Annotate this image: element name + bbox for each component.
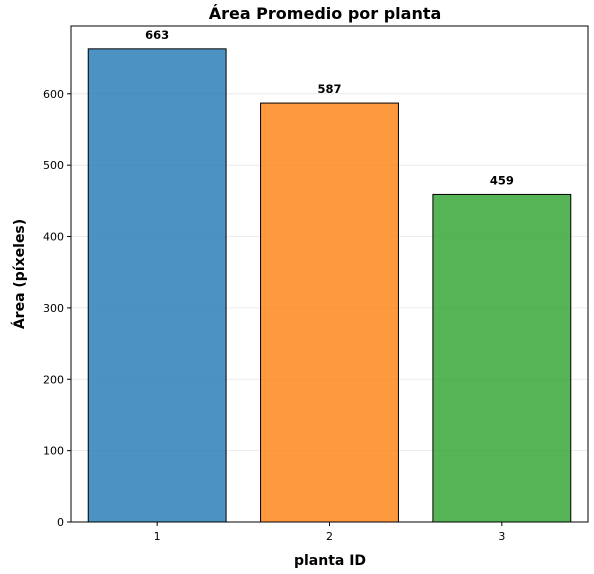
- y-tick-label: 0: [57, 516, 64, 529]
- bars-layer: [87, 48, 572, 523]
- bar: [260, 102, 399, 523]
- y-tick-label: 600: [43, 88, 64, 101]
- data-labels-layer: 663 587 459: [145, 28, 514, 188]
- data-label: 663: [145, 28, 169, 42]
- x-tick-label: 2: [326, 530, 333, 543]
- x-axis-label: planta ID: [294, 553, 366, 569]
- bar: [432, 193, 572, 523]
- data-label: 459: [490, 173, 514, 187]
- x-tick-label: 1: [154, 530, 161, 543]
- chart-title: Área Promedio por planta: [209, 4, 442, 23]
- bar: [87, 48, 227, 523]
- y-tick-label: 100: [43, 445, 64, 458]
- y-tick-label: 200: [43, 373, 64, 386]
- data-label: 587: [317, 82, 341, 96]
- y-tick-label: 500: [43, 159, 64, 172]
- y-axis-label: Área (píxeles): [11, 219, 28, 329]
- y-tick-label: 300: [43, 302, 64, 315]
- x-tick-label: 3: [498, 530, 505, 543]
- ticks-layer: 0 100 200 300 400 500 600 1 2 3: [43, 88, 505, 543]
- y-tick-label: 400: [43, 231, 64, 244]
